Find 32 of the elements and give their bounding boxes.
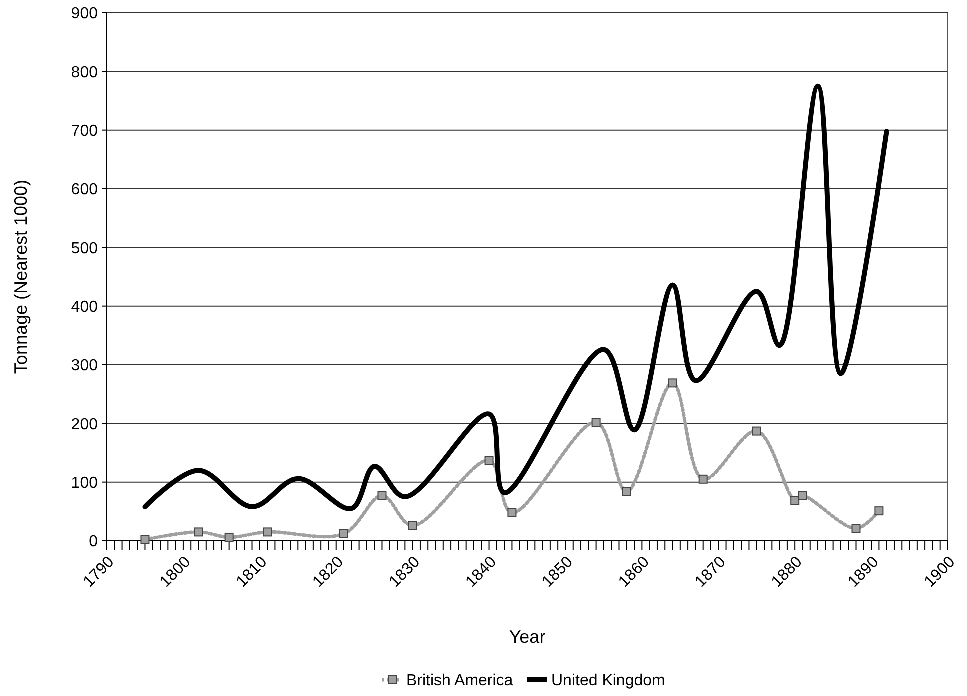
y-tick-label: 600 <box>71 182 98 199</box>
point <box>340 529 349 538</box>
y-tick-label: 300 <box>71 358 98 375</box>
point <box>484 456 494 466</box>
point <box>698 474 708 484</box>
y-tick-label: 100 <box>71 474 98 492</box>
point <box>622 487 632 496</box>
y-axis-title: Tonnage (Nearest 1000) <box>11 180 31 374</box>
y-tick-label: 400 <box>71 298 98 316</box>
point <box>668 378 678 388</box>
y-tick-label: 500 <box>71 240 98 258</box>
point <box>752 426 762 436</box>
point <box>852 524 861 534</box>
y-tick-label: 900 <box>71 6 98 23</box>
point <box>194 528 204 537</box>
point <box>790 496 800 506</box>
legend-label: British America <box>406 672 514 690</box>
point <box>140 535 150 544</box>
point <box>224 532 234 542</box>
point <box>378 491 387 500</box>
y-tick-label: 0 <box>89 534 98 551</box>
legend-label: United Kingdom <box>552 672 666 690</box>
point <box>592 418 601 427</box>
point <box>508 508 517 518</box>
y-tick-label: 800 <box>71 64 98 82</box>
y-tick-label: 200 <box>71 416 98 434</box>
point <box>874 506 884 516</box>
x-axis-title: Year <box>509 627 546 647</box>
point <box>798 491 808 500</box>
y-tick-label: 700 <box>71 122 98 140</box>
point <box>263 528 272 537</box>
point <box>408 521 418 530</box>
